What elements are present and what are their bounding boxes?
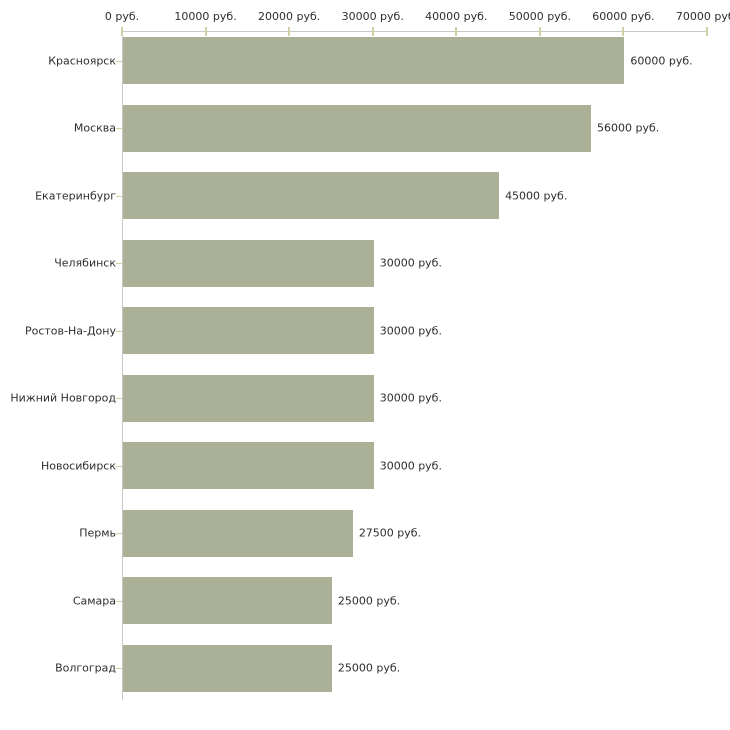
- x-tick-mark: [371, 27, 374, 36]
- category-label: Ростов-На-Дону: [24, 324, 116, 338]
- x-tick-label: 10000 руб.: [174, 10, 237, 23]
- x-tick-label: 30000 руб.: [341, 10, 404, 23]
- category-tick-mark: [116, 668, 122, 670]
- x-axis-line: [122, 31, 707, 32]
- category-tick-mark: [116, 128, 122, 130]
- bar-8: [123, 577, 332, 625]
- category-tick-mark: [116, 533, 122, 535]
- x-tick-mark: [288, 27, 291, 36]
- category-label: Красноярск: [48, 54, 116, 67]
- category-label: Москва: [73, 121, 116, 135]
- x-tick-mark: [706, 27, 708, 36]
- bar-2: [123, 172, 500, 220]
- category-tick-mark: [116, 600, 122, 602]
- x-tick-label: 40000 руб.: [425, 10, 488, 23]
- category-label: Волгоград: [55, 661, 116, 675]
- value-label: 30000 руб.: [379, 459, 442, 473]
- category-tick-mark: [116, 195, 122, 197]
- bar-0: [123, 37, 625, 84]
- value-label: 45000 руб.: [505, 189, 568, 203]
- value-label: 27500 руб.: [358, 526, 422, 540]
- x-tick-label: 70000 руб.: [675, 10, 730, 23]
- value-label: 30000 руб.: [379, 324, 442, 338]
- x-tick-label: 50000 руб.: [508, 10, 571, 23]
- category-label: Самара: [72, 594, 116, 608]
- category-tick-mark: [116, 330, 122, 332]
- x-tick-mark: [204, 27, 207, 36]
- bar-3: [123, 239, 374, 287]
- category-tick-mark: [116, 60, 122, 62]
- category-label: Екатеринбург: [35, 189, 116, 203]
- bar-7: [123, 509, 353, 557]
- x-tick-label: 0 руб.: [104, 10, 140, 23]
- bar-4: [123, 307, 374, 355]
- value-label: 60000 руб.: [630, 54, 693, 67]
- category-tick-mark: [116, 398, 122, 400]
- x-tick-mark: [538, 27, 541, 36]
- category-label: Челябинск: [54, 256, 116, 270]
- x-tick-mark: [622, 27, 625, 36]
- bar-1: [123, 104, 591, 152]
- x-tick-mark: [121, 27, 123, 36]
- x-tick-label: 20000 руб.: [258, 10, 321, 23]
- y-axis-line: [122, 31, 123, 700]
- category-tick-mark: [116, 263, 122, 265]
- category-label: Нижний Новгород: [10, 391, 116, 405]
- category-label: Новосибирск: [40, 459, 116, 473]
- x-tick-label: 60000 руб.: [592, 10, 655, 23]
- x-tick-mark: [455, 27, 458, 36]
- bar-9: [123, 644, 332, 692]
- category-tick-mark: [116, 465, 122, 467]
- bar-6: [123, 442, 374, 490]
- category-label: Пермь: [79, 526, 116, 540]
- bar-5: [123, 374, 374, 422]
- value-label: 30000 руб.: [379, 391, 442, 405]
- value-label: 56000 руб.: [597, 121, 660, 135]
- value-label: 25000 руб.: [337, 594, 401, 608]
- value-label: 25000 руб.: [337, 661, 401, 675]
- value-label: 30000 руб.: [379, 256, 442, 270]
